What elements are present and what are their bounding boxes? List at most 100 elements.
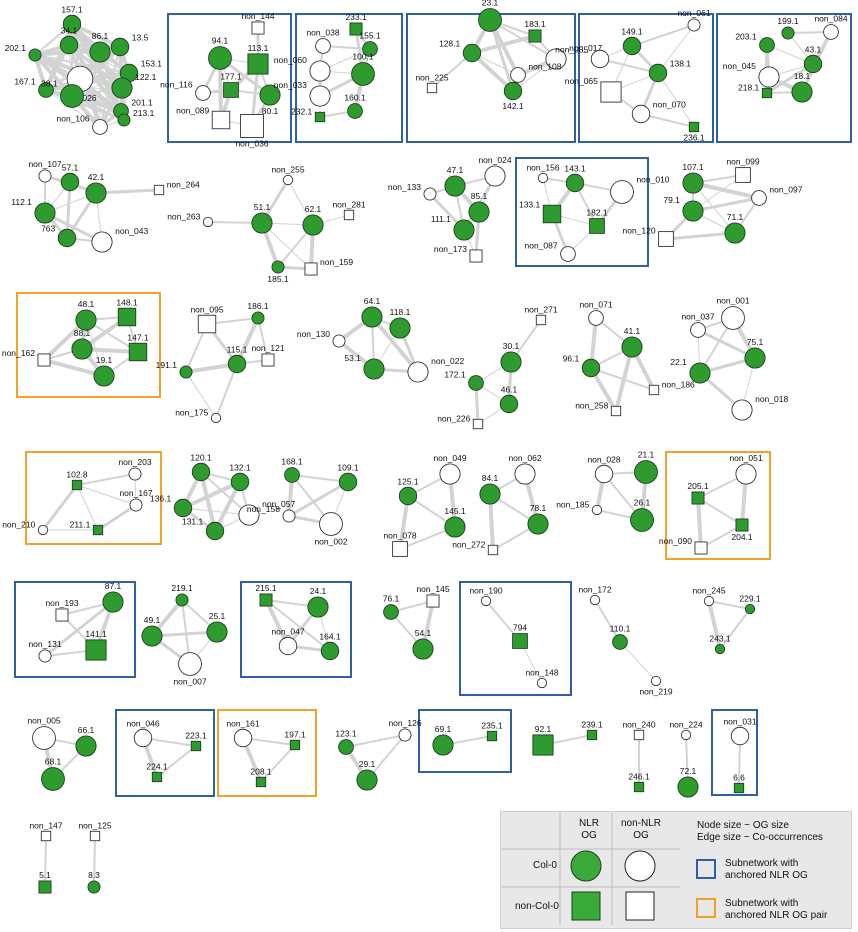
node-label: non_263: [167, 211, 200, 221]
nonnlr-col0-node: [407, 361, 429, 383]
nlr-col0-node: [284, 467, 300, 483]
nonnlr-col0-node: [282, 174, 294, 186]
nlr-col0-node: [634, 460, 658, 484]
node-label: non_245: [692, 585, 725, 595]
node-label: 87.1: [105, 581, 122, 591]
nlr-col0-node: [744, 347, 766, 369]
legend-orange-label: Subnetwork with anchored NLR OG pair: [725, 898, 828, 921]
node-label: 118.1: [390, 307, 411, 317]
node-label: 236.1: [683, 133, 705, 143]
node-label: 76.1: [383, 594, 400, 604]
node-label: non_193: [45, 598, 78, 608]
nlr-col0-node: [93, 365, 115, 387]
edge: [708, 600, 751, 610]
nlr-noncol0-node: [85, 639, 107, 661]
nlr-col0-node: [714, 643, 726, 655]
node-label: non_172: [578, 584, 611, 594]
nlr-noncol0-node: [255, 776, 267, 788]
node-label: non_162: [2, 348, 35, 358]
node-label: non_161: [226, 718, 259, 728]
nonnlr-col0-node: [823, 24, 839, 40]
legend-blue-swatch: [696, 859, 716, 879]
node-label: 239.1: [581, 719, 603, 729]
node-label: non_272: [452, 539, 485, 549]
nlr-col0-node: [677, 776, 699, 798]
edge: [664, 231, 737, 241]
nlr-noncol0-node: [223, 82, 239, 98]
node-label: non_271: [524, 304, 557, 314]
node-label: non_051: [729, 453, 762, 463]
node-label: non_022: [431, 356, 464, 366]
nlr-noncol0-node: [38, 880, 52, 894]
node-label: 84.1: [482, 473, 499, 483]
nonnlr-col0-node: [514, 463, 536, 485]
node-label: 183.1: [524, 19, 546, 29]
nlr-col0-node: [259, 84, 281, 106]
nlr-col0-node: [478, 8, 502, 32]
node-label: non_028: [587, 454, 620, 464]
node-label: non_156: [526, 162, 559, 172]
node-label: 88.1: [74, 328, 91, 338]
nlr-col0-node: [612, 634, 628, 650]
node-label: non_131: [28, 639, 61, 649]
node-label: non_116: [160, 80, 193, 90]
node-label: 71.1: [727, 212, 744, 222]
node-label: non_281: [332, 199, 365, 209]
nonnlr-col0-node: [480, 595, 492, 607]
node-label: 51.1: [254, 202, 271, 212]
edge: [719, 608, 751, 650]
node-label: 19.1: [96, 355, 113, 365]
node-label: 62.1: [305, 204, 322, 214]
node-label: 53.1: [344, 353, 361, 363]
nonnlr-col0-node: [38, 169, 52, 183]
node-label: 43.1: [805, 44, 822, 54]
node-label: 202.1: [5, 43, 27, 53]
subnetwork-frame-anchored: [459, 581, 572, 696]
nlr-col0-node: [479, 483, 501, 505]
nlr-col0-node: [227, 354, 247, 374]
edge: [93, 835, 96, 888]
node-label: 205.1: [687, 481, 709, 491]
node-label: 142.1: [502, 101, 524, 111]
node-label: non_090: [659, 536, 692, 546]
node-label: non_038: [306, 28, 339, 38]
nlr-noncol0-node: [512, 633, 528, 649]
node-label: 233.1: [345, 12, 367, 22]
subnetwork-frame-anchored: [515, 157, 649, 267]
node-label: non_047: [271, 626, 304, 636]
nonnlr-noncol0-node: [251, 21, 265, 35]
nonnlr-col0-node: [751, 190, 767, 206]
node-label: non_240: [622, 719, 655, 729]
node-label: non_007: [173, 676, 206, 686]
node-label: 131.1: [182, 516, 204, 526]
nlr-col0-node: [444, 516, 466, 538]
nlr-col0-node: [230, 472, 250, 492]
edge: [631, 24, 695, 47]
legend-graphics: [502, 813, 716, 925]
nlr-noncol0-node: [532, 734, 554, 756]
nonnlr-col0-node: [680, 729, 692, 741]
nlr-col0-node: [398, 486, 418, 506]
node-label: non_097: [769, 185, 802, 195]
node-label: non_148: [525, 667, 558, 677]
node-label: 224.1: [146, 761, 168, 771]
node-label: 18.1: [794, 71, 811, 81]
nlr-col0-node: [338, 472, 358, 492]
edge: [370, 315, 420, 374]
subnetwork-frame-anchored: [14, 581, 136, 678]
node-label: non_224: [669, 719, 702, 729]
node-label: non_095: [190, 304, 223, 314]
nlr-col0-node: [682, 172, 704, 194]
node-label: 141.1: [85, 629, 107, 639]
node-label: 120.1: [190, 452, 212, 462]
nlr-col0-node: [362, 41, 378, 57]
nonnlr-col0-node: [758, 66, 780, 88]
node-label: non_057: [262, 499, 295, 509]
node-label: 112.1: [11, 197, 32, 207]
node-label: 128.1: [439, 38, 461, 48]
node-label: non_062: [508, 453, 541, 463]
nlr-col0-node: [38, 82, 54, 98]
nlr-col0-node: [444, 175, 466, 197]
nlr-col0-node: [87, 880, 101, 894]
subnetwork-frame-anchored: [578, 13, 714, 143]
